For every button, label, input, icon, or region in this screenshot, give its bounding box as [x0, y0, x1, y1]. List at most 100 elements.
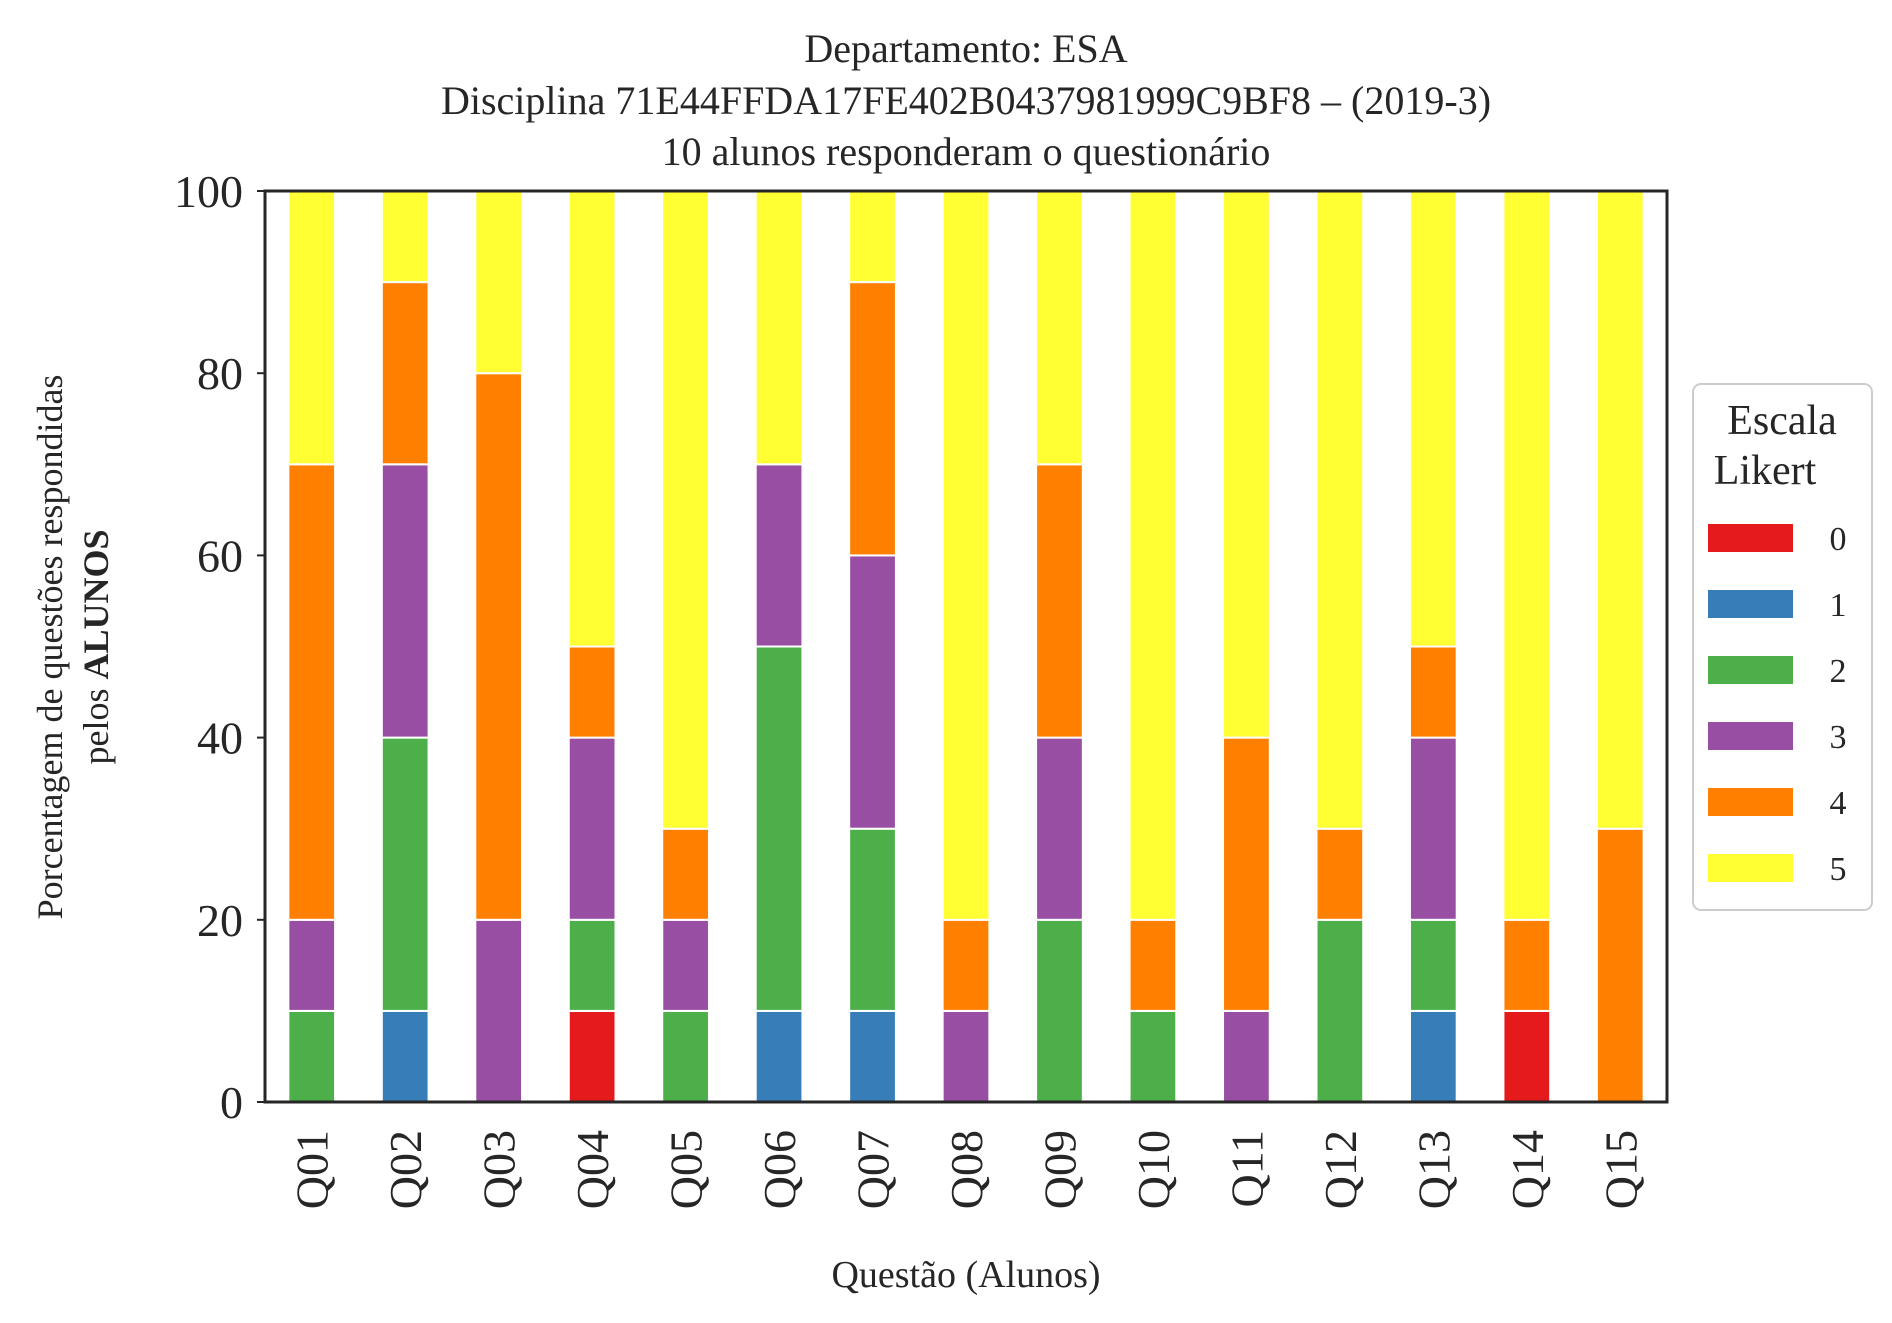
bar-Q07-likert-1 — [848, 1009, 897, 1104]
x-axis-label: Questão (Alunos) — [831, 1254, 1100, 1296]
x-tick-label-Q04: Q04 — [567, 1130, 618, 1209]
bar-Q04-likert-3 — [567, 736, 617, 921]
bar-Q01-likert-5 — [287, 190, 337, 466]
bar-Q08-likert-3 — [941, 1009, 991, 1104]
legend-swatch-1 — [1708, 590, 1793, 618]
legend-swatch-5 — [1708, 854, 1793, 882]
y-axis-label-prefix: pelos — [76, 680, 116, 765]
bar-Q07-likert-3 — [848, 554, 897, 830]
y-tick-label-40: 40 — [197, 713, 243, 764]
x-tick-label-Q08: Q08 — [941, 1130, 992, 1209]
y-axis-label: Porcentagem de questões respondidas pelo… — [30, 375, 116, 920]
bar-Q12-likert-5 — [1315, 190, 1365, 830]
y-tick-label-0: 0 — [220, 1077, 243, 1128]
bar-Q02-likert-2 — [380, 736, 430, 1012]
bar-Q12-likert-2 — [1315, 918, 1365, 1103]
legend-label-4: 4 — [1830, 785, 1847, 822]
bar-Q03-likert-3 — [474, 918, 524, 1103]
bar-Q13-likert-5 — [1408, 190, 1458, 648]
y-axis-label-line-2: pelos ALUNOS — [76, 529, 116, 764]
bar-Q04-likert-4 — [567, 645, 617, 739]
bar-Q11-likert-5 — [1222, 190, 1271, 739]
x-tick-label-Q14: Q14 — [1502, 1130, 1553, 1209]
bar-Q09-likert-3 — [1035, 736, 1084, 921]
legend-title-line-2: Likert — [1714, 448, 1817, 494]
legend-items: 0 1 2 3 4 5 — [1708, 521, 1847, 888]
title-line-1: Departamento: ESA — [804, 26, 1127, 71]
bar-Q02-likert-4 — [380, 281, 430, 466]
bar-Q11-likert-3 — [1222, 1009, 1271, 1104]
legend-box — [1692, 383, 1873, 911]
y-tick-label-20: 20 — [197, 895, 243, 946]
x-tick-label-Q10: Q10 — [1128, 1130, 1179, 1209]
bar-Q14-likert-0 — [1502, 1009, 1552, 1104]
bar-Q13-likert-3 — [1408, 736, 1458, 921]
y-tick-label-80: 80 — [197, 348, 243, 399]
bar-Q14-likert-4 — [1502, 918, 1552, 1012]
legend-swatch-3 — [1708, 722, 1793, 750]
bar-Q06-likert-3 — [754, 463, 804, 648]
x-tick-label-Q01: Q01 — [287, 1130, 338, 1209]
bar-Q03-likert-5 — [474, 190, 524, 375]
x-tick-label-Q06: Q06 — [754, 1130, 805, 1209]
bar-Q14-likert-5 — [1502, 190, 1552, 921]
bar-Q09-likert-4 — [1035, 463, 1084, 739]
bar-Q07-likert-2 — [848, 827, 897, 1012]
bar-Q12-likert-4 — [1315, 827, 1365, 921]
x-tick-label-Q03: Q03 — [474, 1130, 525, 1209]
legend-title-line-1: Escala — [1727, 398, 1837, 444]
bar-Q04-likert-2 — [567, 918, 617, 1012]
legend-swatch-2 — [1708, 656, 1793, 684]
legend-label-2: 2 — [1830, 653, 1847, 690]
bar-Q09-likert-5 — [1035, 190, 1084, 466]
x-tick-label-Q15: Q15 — [1595, 1130, 1646, 1209]
bar-Q06-likert-5 — [754, 190, 804, 466]
x-tick-label-Q12: Q12 — [1315, 1130, 1366, 1209]
bar-Q10-likert-2 — [1128, 1009, 1178, 1104]
x-tick-label-Q05: Q05 — [661, 1130, 712, 1209]
bar-Q05-likert-3 — [661, 918, 710, 1012]
bar-Q01-likert-4 — [287, 463, 337, 921]
plot-frame — [263, 189, 1669, 1104]
bars-layer — [287, 190, 1645, 1104]
y-tick-label-60: 60 — [197, 530, 243, 581]
bar-Q05-likert-5 — [661, 190, 710, 830]
bar-Q10-likert-5 — [1128, 190, 1178, 921]
x-tick-label-Q11: Q11 — [1221, 1130, 1272, 1208]
bar-Q05-likert-2 — [661, 1009, 710, 1104]
legend-label-5: 5 — [1830, 851, 1847, 888]
title-line-3: 10 alunos responderam o questionário — [662, 129, 1271, 174]
x-tick-label-Q09: Q09 — [1034, 1130, 1085, 1209]
bar-Q15-likert-5 — [1595, 190, 1645, 830]
bar-Q08-likert-4 — [941, 918, 991, 1012]
bar-Q11-likert-4 — [1222, 736, 1271, 1012]
legend-label-1: 1 — [1830, 587, 1847, 624]
x-tick-label-Q13: Q13 — [1408, 1130, 1459, 1209]
bar-Q02-likert-3 — [380, 463, 430, 739]
y-axis-label-line-1: Porcentagem de questões respondidas — [30, 375, 70, 920]
bar-Q06-likert-1 — [754, 1009, 804, 1104]
y-axis-ticks: 0 20 40 60 80 100 — [174, 166, 265, 1128]
bar-Q01-likert-3 — [287, 918, 337, 1012]
bar-Q15-likert-4 — [1595, 827, 1645, 1103]
bar-Q02-likert-1 — [380, 1009, 430, 1104]
bar-Q06-likert-2 — [754, 645, 804, 1012]
legend-label-0: 0 — [1830, 521, 1847, 558]
y-tick-label-100: 100 — [174, 166, 243, 217]
bar-Q04-likert-5 — [567, 190, 617, 648]
x-tick-label-Q07: Q07 — [848, 1130, 899, 1209]
legend: Escala Likert 0 1 2 3 4 5 — [1692, 383, 1873, 911]
bar-Q10-likert-4 — [1128, 918, 1178, 1012]
bar-Q09-likert-2 — [1035, 918, 1084, 1103]
bar-Q03-likert-4 — [474, 372, 524, 921]
bar-Q13-likert-1 — [1408, 1009, 1458, 1104]
bar-Q05-likert-4 — [661, 827, 710, 921]
bar-Q13-likert-4 — [1408, 645, 1458, 739]
bar-Q02-likert-5 — [380, 190, 430, 284]
bar-Q07-likert-5 — [848, 190, 897, 284]
legend-swatch-0 — [1708, 524, 1793, 552]
x-axis-ticks: Q01 Q02 Q03 Q04 Q05 Q06 Q07 Q08 Q09 Q10 Q11 Q12 Q13 Q… — [287, 1130, 1647, 1209]
bar-Q07-likert-4 — [848, 281, 897, 557]
legend-swatch-4 — [1708, 788, 1793, 816]
